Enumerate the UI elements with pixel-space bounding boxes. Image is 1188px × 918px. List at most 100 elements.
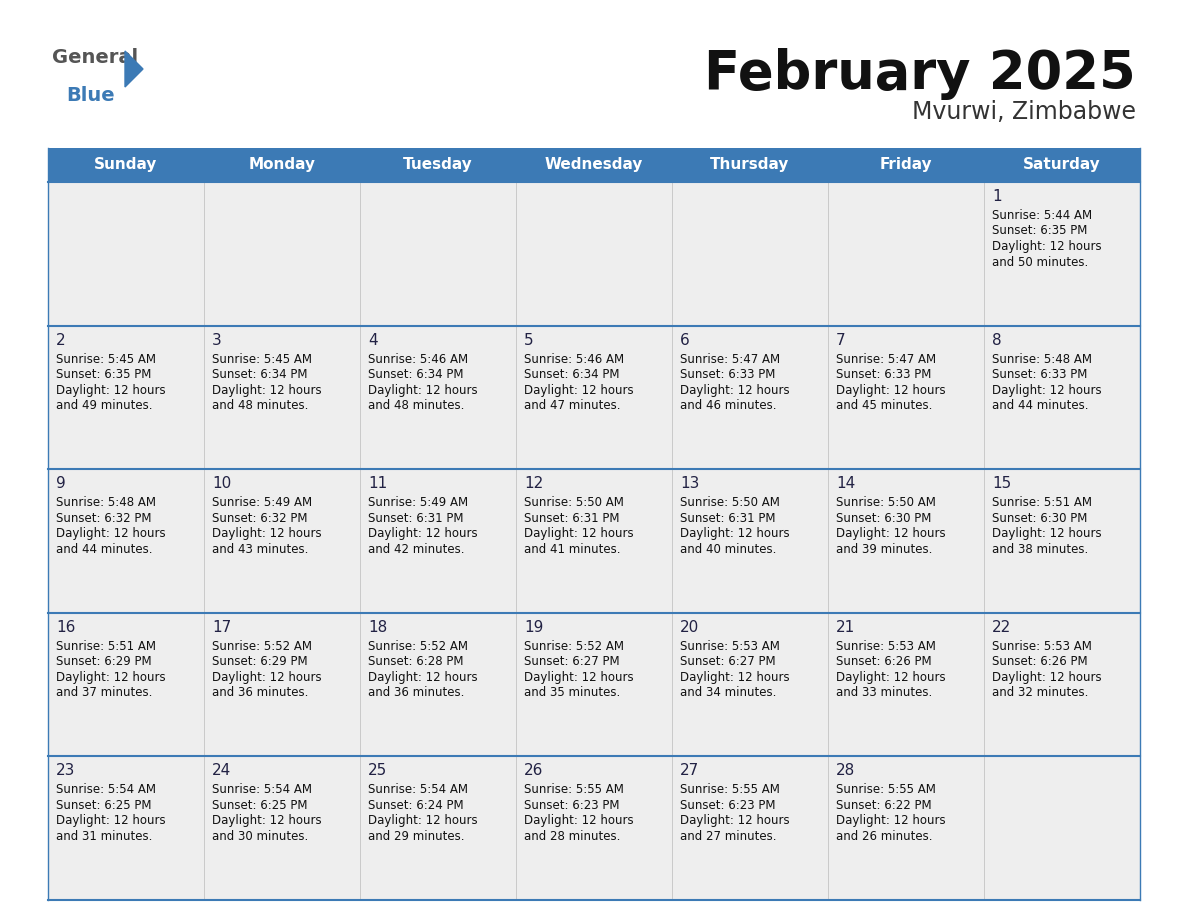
Text: Sunrise: 5:52 AM: Sunrise: 5:52 AM	[211, 640, 312, 653]
Text: Sunrise: 5:47 AM: Sunrise: 5:47 AM	[836, 353, 936, 365]
Text: 10: 10	[211, 476, 232, 491]
Text: 5: 5	[524, 332, 533, 348]
Text: and 43 minutes.: and 43 minutes.	[211, 543, 309, 555]
Text: Sunrise: 5:51 AM: Sunrise: 5:51 AM	[56, 640, 156, 653]
Text: Daylight: 12 hours: Daylight: 12 hours	[211, 527, 322, 540]
Text: Sunset: 6:32 PM: Sunset: 6:32 PM	[56, 511, 152, 525]
Text: Sunrise: 5:53 AM: Sunrise: 5:53 AM	[680, 640, 779, 653]
Text: Sunrise: 5:46 AM: Sunrise: 5:46 AM	[368, 353, 468, 365]
Text: 1: 1	[992, 189, 1001, 204]
Text: 15: 15	[992, 476, 1011, 491]
Text: Daylight: 12 hours: Daylight: 12 hours	[56, 527, 165, 540]
Text: Sunset: 6:26 PM: Sunset: 6:26 PM	[836, 655, 931, 668]
Text: Daylight: 12 hours: Daylight: 12 hours	[836, 384, 946, 397]
Text: Tuesday: Tuesday	[403, 158, 473, 173]
Text: 25: 25	[368, 764, 387, 778]
Text: Sunset: 6:31 PM: Sunset: 6:31 PM	[680, 511, 776, 525]
Text: Wednesday: Wednesday	[545, 158, 643, 173]
Text: Monday: Monday	[248, 158, 316, 173]
Text: Sunrise: 5:47 AM: Sunrise: 5:47 AM	[680, 353, 781, 365]
Text: Sunset: 6:29 PM: Sunset: 6:29 PM	[56, 655, 152, 668]
Text: and 44 minutes.: and 44 minutes.	[992, 399, 1088, 412]
Text: 28: 28	[836, 764, 855, 778]
Text: Sunrise: 5:45 AM: Sunrise: 5:45 AM	[56, 353, 156, 365]
Text: 11: 11	[368, 476, 387, 491]
Text: and 32 minutes.: and 32 minutes.	[992, 687, 1088, 700]
Text: Daylight: 12 hours: Daylight: 12 hours	[836, 527, 946, 540]
Text: Daylight: 12 hours: Daylight: 12 hours	[56, 671, 165, 684]
Bar	[48, 613, 1140, 756]
Text: and 27 minutes.: and 27 minutes.	[680, 830, 777, 843]
Text: Daylight: 12 hours: Daylight: 12 hours	[680, 384, 790, 397]
Text: 22: 22	[992, 620, 1011, 635]
Text: Daylight: 12 hours: Daylight: 12 hours	[368, 527, 478, 540]
Text: 4: 4	[368, 332, 378, 348]
Text: Sunset: 6:23 PM: Sunset: 6:23 PM	[680, 799, 776, 812]
Text: Daylight: 12 hours: Daylight: 12 hours	[680, 671, 790, 684]
Text: Sunset: 6:30 PM: Sunset: 6:30 PM	[836, 511, 931, 525]
Text: 27: 27	[680, 764, 700, 778]
Text: Sunset: 6:27 PM: Sunset: 6:27 PM	[680, 655, 776, 668]
Text: 23: 23	[56, 764, 75, 778]
Text: Sunset: 6:29 PM: Sunset: 6:29 PM	[211, 655, 308, 668]
Bar	[48, 148, 1140, 182]
Text: 13: 13	[680, 476, 700, 491]
Text: Friday: Friday	[879, 158, 933, 173]
Text: and 36 minutes.: and 36 minutes.	[211, 687, 309, 700]
Text: Thursday: Thursday	[710, 158, 790, 173]
Text: 20: 20	[680, 620, 700, 635]
Text: 12: 12	[524, 476, 543, 491]
Text: Sunset: 6:24 PM: Sunset: 6:24 PM	[368, 799, 463, 812]
Text: Daylight: 12 hours: Daylight: 12 hours	[836, 671, 946, 684]
Text: Daylight: 12 hours: Daylight: 12 hours	[368, 814, 478, 827]
Text: Sunset: 6:31 PM: Sunset: 6:31 PM	[524, 511, 619, 525]
Text: Saturday: Saturday	[1023, 158, 1101, 173]
Text: 24: 24	[211, 764, 232, 778]
Text: Blue: Blue	[67, 86, 114, 105]
Text: Sunrise: 5:50 AM: Sunrise: 5:50 AM	[680, 497, 779, 509]
Text: and 45 minutes.: and 45 minutes.	[836, 399, 933, 412]
Text: Sunset: 6:28 PM: Sunset: 6:28 PM	[368, 655, 463, 668]
Text: Sunset: 6:23 PM: Sunset: 6:23 PM	[524, 799, 619, 812]
Text: Daylight: 12 hours: Daylight: 12 hours	[368, 384, 478, 397]
Text: Sunrise: 5:49 AM: Sunrise: 5:49 AM	[368, 497, 468, 509]
Text: Sunset: 6:33 PM: Sunset: 6:33 PM	[992, 368, 1087, 381]
Text: Sunset: 6:22 PM: Sunset: 6:22 PM	[836, 799, 931, 812]
Text: and 36 minutes.: and 36 minutes.	[368, 687, 465, 700]
Text: and 47 minutes.: and 47 minutes.	[524, 399, 620, 412]
Text: and 35 minutes.: and 35 minutes.	[524, 687, 620, 700]
Text: Daylight: 12 hours: Daylight: 12 hours	[992, 671, 1101, 684]
Text: 16: 16	[56, 620, 75, 635]
Text: Daylight: 12 hours: Daylight: 12 hours	[211, 814, 322, 827]
Text: and 26 minutes.: and 26 minutes.	[836, 830, 933, 843]
Text: 7: 7	[836, 332, 846, 348]
Text: Sunrise: 5:48 AM: Sunrise: 5:48 AM	[56, 497, 156, 509]
Text: Mvurwi, Zimbabwe: Mvurwi, Zimbabwe	[912, 100, 1136, 124]
Text: Sunrise: 5:50 AM: Sunrise: 5:50 AM	[836, 497, 936, 509]
Text: Sunrise: 5:53 AM: Sunrise: 5:53 AM	[992, 640, 1092, 653]
Text: Sunrise: 5:46 AM: Sunrise: 5:46 AM	[524, 353, 624, 365]
Text: Sunday: Sunday	[94, 158, 158, 173]
Text: Daylight: 12 hours: Daylight: 12 hours	[524, 814, 633, 827]
Text: 8: 8	[992, 332, 1001, 348]
Text: and 33 minutes.: and 33 minutes.	[836, 687, 933, 700]
Text: and 41 minutes.: and 41 minutes.	[524, 543, 620, 555]
Text: Sunrise: 5:55 AM: Sunrise: 5:55 AM	[680, 783, 779, 797]
Bar	[48, 469, 1140, 613]
Text: and 49 minutes.: and 49 minutes.	[56, 399, 152, 412]
Text: Sunrise: 5:52 AM: Sunrise: 5:52 AM	[368, 640, 468, 653]
Text: 26: 26	[524, 764, 543, 778]
Text: Sunrise: 5:51 AM: Sunrise: 5:51 AM	[992, 497, 1092, 509]
Text: 2: 2	[56, 332, 65, 348]
Text: and 37 minutes.: and 37 minutes.	[56, 687, 152, 700]
Text: Daylight: 12 hours: Daylight: 12 hours	[836, 814, 946, 827]
Text: 18: 18	[368, 620, 387, 635]
Text: Sunset: 6:26 PM: Sunset: 6:26 PM	[992, 655, 1088, 668]
Text: Sunset: 6:31 PM: Sunset: 6:31 PM	[368, 511, 463, 525]
Text: Sunset: 6:34 PM: Sunset: 6:34 PM	[368, 368, 463, 381]
Text: and 29 minutes.: and 29 minutes.	[368, 830, 465, 843]
Text: Sunrise: 5:52 AM: Sunrise: 5:52 AM	[524, 640, 624, 653]
Text: Daylight: 12 hours: Daylight: 12 hours	[524, 527, 633, 540]
Text: Sunset: 6:35 PM: Sunset: 6:35 PM	[56, 368, 151, 381]
Text: Sunset: 6:27 PM: Sunset: 6:27 PM	[524, 655, 620, 668]
